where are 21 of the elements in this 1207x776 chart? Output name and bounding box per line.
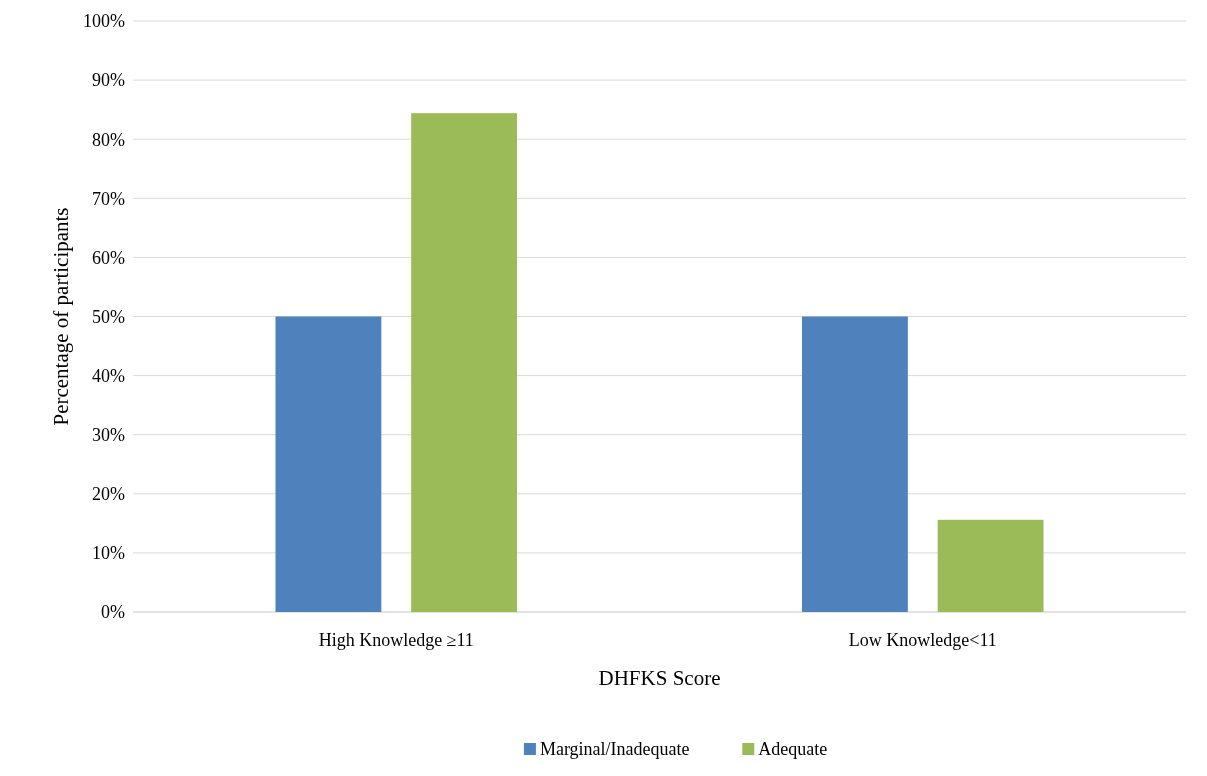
y-tick-label: 0% xyxy=(101,602,125,623)
legend-label: Adequate xyxy=(758,739,828,760)
bar xyxy=(937,519,1044,612)
y-tick-label: 40% xyxy=(92,365,125,386)
y-tick-label: 80% xyxy=(92,129,125,150)
y-tick-label: 50% xyxy=(92,306,125,327)
y-tick-label: 90% xyxy=(92,70,125,91)
y-tick-label: 60% xyxy=(92,247,125,268)
y-tick-label: 100% xyxy=(83,11,125,32)
x-axis-title: DHFKS Score xyxy=(598,666,721,690)
bar xyxy=(411,113,518,612)
y-axis-title: Percentage of participants xyxy=(49,207,73,426)
bar xyxy=(801,316,908,612)
bar xyxy=(275,316,382,612)
x-tick-label: High Knowledge ≥11 xyxy=(318,630,474,650)
y-tick-label: 70% xyxy=(92,188,125,209)
y-tick-label: 30% xyxy=(92,425,125,445)
x-tick-label: Low Knowledge<11 xyxy=(848,630,997,650)
y-tick-label: 20% xyxy=(92,484,125,505)
y-tick-label: 10% xyxy=(92,543,125,564)
legend-label: Marginal/Inadequate xyxy=(539,739,690,760)
